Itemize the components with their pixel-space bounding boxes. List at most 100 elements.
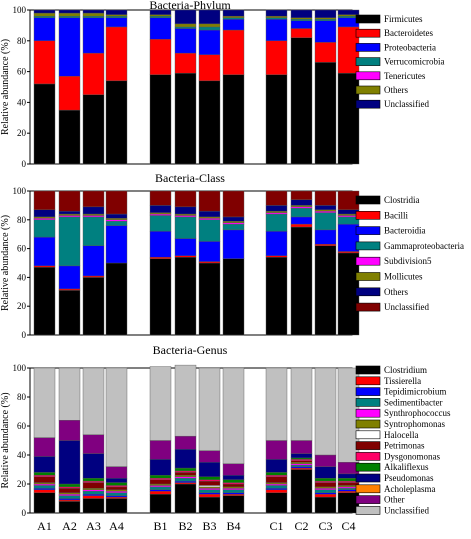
panel-1-bar-B1-segment-1 [149, 74, 172, 165]
panel-3-legend-swatch-2 [355, 376, 381, 386]
panel-1-bar-A4-segment-1 [105, 80, 128, 165]
panel-3-bar-B1-segment-4 [149, 486, 172, 490]
panel-2-bar-C3-segment-1 [314, 245, 337, 336]
panel-3-bar-B4-segment-2 [222, 493, 245, 496]
panel-3-bar-B1-segment-11 [149, 459, 172, 476]
panel-3-bar-B3-segment-5 [198, 488, 221, 491]
panel-3-bar-A3-segment-1 [82, 498, 105, 514]
panel-1-bar-B3-segment-1 [198, 80, 221, 165]
panel-1-bar-A1-segment-3 [33, 17, 56, 42]
panel-3-bar-B2-segment-5 [174, 476, 197, 479]
panel-3-bar-A3-segment-11 [82, 453, 105, 479]
panel-2-bar-C1-segment-8 [265, 190, 288, 206]
panel-2-bar-A4-segment-4 [105, 221, 128, 226]
panel-1-bar-B1-segment-7 [149, 9, 172, 15]
x-category-label-C1: C1 [269, 519, 283, 533]
panel-1-bar-C2-segment-4 [290, 19, 313, 21]
panel-2-bar-A3-segment-4 [82, 216, 105, 246]
panel-3-y-tick-label: 100 [13, 363, 27, 373]
panel-3-bar-A1-segment-5 [33, 483, 56, 486]
panel-3-bar-C1-segment-11 [265, 459, 288, 473]
panel-2-bar-A2-segment-3 [58, 265, 81, 290]
panel-1-bar-B3-segment-2 [198, 54, 221, 82]
panel-2-bar-C1-segment-6 [265, 210, 288, 213]
panel-3-bar-C1-segment-9 [265, 475, 288, 477]
panel-3-legend-swatch-10 [355, 462, 381, 472]
panel-2-y-tick-label: 80 [17, 215, 27, 225]
panel-2-legend-swatch-2 [355, 211, 381, 220]
panel-2-legend-label-2: Bacilli [384, 210, 408, 220]
panel-3-bar-A3-segment-6 [82, 488, 105, 491]
panel-3-bar-A3-segment-14 [82, 367, 105, 435]
panel-3-bar-C1-segment-3 [265, 488, 288, 491]
panel-2-legend-label-5: Subdivision5 [384, 256, 432, 266]
panel-1-bar-A1-segment-6 [33, 12, 56, 17]
panel-3-legend-swatch-7 [355, 430, 381, 440]
panel-1-bar-B4-segment-6 [222, 15, 245, 18]
panel-3-bar-C1-segment-14 [265, 367, 288, 441]
panel-2-bar-B4-segment-8 [222, 190, 245, 218]
x-category-label-B2: B2 [178, 519, 192, 533]
panel-1-bar-A2-segment-4 [58, 15, 81, 18]
panel-3-bar-C2-segment-2 [290, 467, 313, 470]
panel-1-bar-B4-segment-4 [222, 17, 245, 20]
panel-3-legend-label-7: Halocella [384, 430, 418, 440]
panel-2-bar-A4-segment-7 [105, 213, 128, 219]
panel-2-bar-B1-segment-5 [149, 213, 172, 216]
panel-1-bar-B2-segment-2 [174, 52, 197, 74]
panel-3-y-tick-label: 40 [17, 450, 27, 460]
panel-3-bar-C3-segment-8 [314, 482, 337, 488]
panel-1-legend-label-1: Firmicutes [384, 14, 423, 24]
panel-3-bar-C3-segment-14 [314, 367, 337, 456]
panel-2-bar-B1-segment-7 [149, 205, 172, 213]
panel-3-bar-B1-segment-2 [149, 491, 172, 495]
panel-1-bar-B2-segment-4 [174, 26, 197, 29]
panel-1-bar-B3-segment-4 [198, 26, 221, 31]
panel-2-bar-A3-segment-5 [82, 215, 105, 218]
panel-3-bar-B2-segment-2 [174, 482, 197, 485]
panel-2-legend-swatch-6 [355, 272, 381, 281]
panel-3-bar-A2-segment-9 [58, 486, 81, 489]
panel-3-bar-B1-segment-9 [149, 478, 172, 480]
panel-1-bar-A2-segment-3 [58, 17, 81, 77]
panel-3-bar-C3-segment-2 [314, 493, 337, 498]
panel-3-bar-B3-segment-6 [198, 486, 221, 489]
panel-3-bar-B2-segment-4 [174, 478, 197, 482]
panel-3-bar-A3-segment-9 [82, 480, 105, 483]
panel-3-legend-swatch-14 [355, 506, 381, 515]
panel-2-y-axis-label: Relative abundance (%) [0, 215, 11, 311]
panel-3-bar-C3-segment-6 [314, 486, 337, 489]
panel-3-legend-label-12: Acholeplasma [384, 484, 435, 494]
panel-3-bar-C1-segment-8 [265, 476, 288, 483]
panel-3-bar-B2-segment-14 [174, 364, 197, 437]
panel-3-bar-B1-segment-1 [149, 493, 172, 514]
panel-3-bar-B4-segment-3 [222, 492, 245, 495]
panel-2-bar-A1-segment-6 [33, 216, 56, 219]
panel-2-bar-A1-segment-2 [33, 265, 56, 268]
panel-3-bar-A4-segment-3 [105, 495, 128, 498]
panel-3-bar-A2-segment-10 [58, 483, 81, 488]
panel-1-legend-label-5: Tenericutes [384, 71, 426, 81]
panel-3-bar-A3-segment-2 [82, 495, 105, 499]
panel-3-legend-label-3: Tepidimicrobium [384, 387, 446, 397]
panel-1-bar-C3-segment-6 [314, 17, 337, 20]
panel-3-bar-A2-segment-1 [58, 501, 81, 514]
panel-1-bar-B4-segment-2 [222, 29, 245, 75]
panel-1-bar-C1-segment-6 [265, 15, 288, 18]
panel-1-bar-B3-segment-6 [198, 23, 221, 28]
panel-2-bar-A2-segment-6 [58, 213, 81, 216]
panel-2-bar-A2-segment-4 [58, 216, 81, 267]
panel-2-legend-label-1: Clostridia [384, 195, 420, 205]
panel-3-legend-label-4: Sedimentibacter [384, 397, 442, 407]
x-category-label-C3: C3 [318, 519, 332, 533]
panel-2-bar-A4-segment-5 [105, 219, 128, 222]
panel-2-bar-B2-segment-5 [174, 215, 197, 218]
panel-3-bar-B4-segment-8 [222, 483, 245, 488]
panel-2-bar-B3-segment-6 [198, 216, 221, 219]
panel-2-bar-C3-segment-6 [314, 209, 337, 212]
panel-1-bar-C1-segment-1 [265, 74, 288, 165]
panel-3-bar-B2-segment-1 [174, 483, 197, 514]
panel-1-legend-swatch-6 [355, 85, 381, 95]
panel-2-bar-C2-segment-7 [290, 199, 313, 206]
panel-3-bar-A4-segment-2 [105, 496, 128, 499]
